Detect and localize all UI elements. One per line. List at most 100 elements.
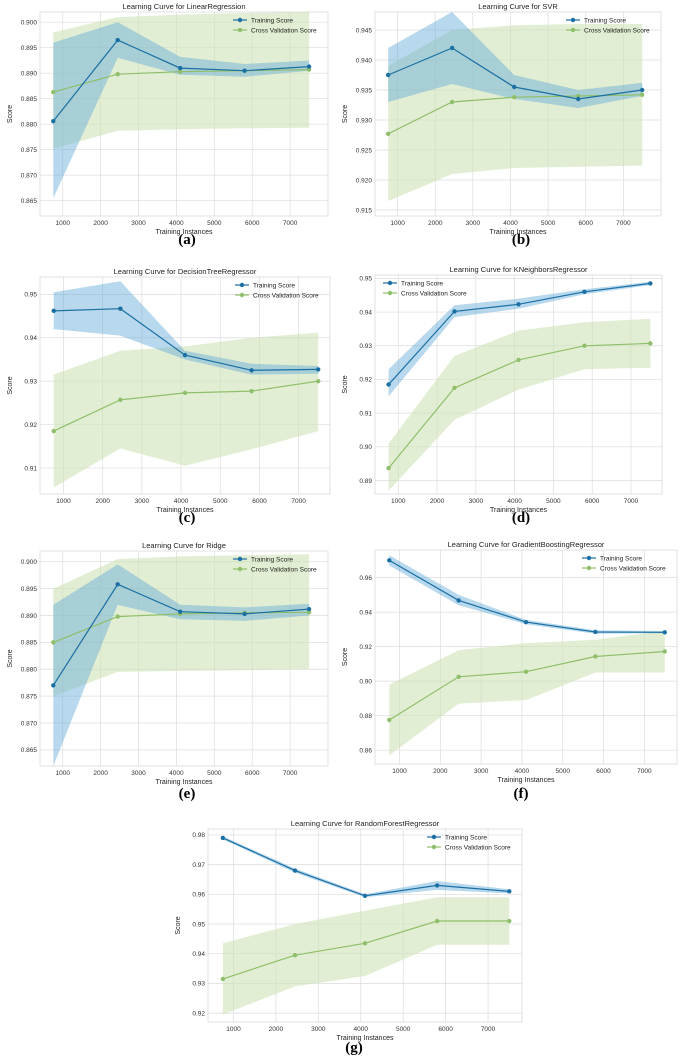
y-tick-label: 0.92 (192, 1010, 205, 1017)
y-tick-label: 0.92 (24, 422, 37, 429)
x-tick-label: 5000 (546, 498, 561, 505)
cross-validation-point (523, 669, 529, 674)
x-tick-label: 4000 (503, 220, 518, 227)
y-axis-label: Score (342, 375, 349, 393)
training-point (362, 893, 368, 899)
legend-cross-validation-marker (239, 292, 245, 298)
legend-training-label: Training Score (401, 280, 443, 287)
plot-content (220, 835, 512, 1015)
y-tick-label: 0.890 (21, 613, 38, 620)
x-tick-label: 2000 (269, 1026, 284, 1033)
plot-content (386, 281, 653, 491)
training-point (516, 302, 521, 307)
legend-cross-validation-marker (387, 290, 393, 296)
training-point (182, 352, 188, 358)
chart-title: Learning Curve for SVR (478, 2, 558, 11)
legend-training-label: Training Score (251, 17, 293, 24)
y-tick-label: 0.91 (359, 410, 372, 417)
cross-validation-band (389, 630, 665, 756)
legend-cross-validation-marker (431, 844, 437, 850)
y-tick-label: 0.920 (356, 177, 373, 184)
x-tick-label: 6000 (596, 768, 611, 775)
x-tick-label: 2000 (433, 768, 448, 775)
x-tick-label: 1000 (226, 1026, 241, 1033)
legend-cross-validation-marker (237, 566, 243, 572)
legend-cross-validation-label: Cross Validation Score (251, 566, 317, 573)
cross-validation-band (53, 12, 310, 149)
training-point (662, 630, 667, 635)
x-tick-label: 3000 (474, 768, 489, 775)
x-tick-label: 4000 (169, 770, 184, 777)
x-tick-label: 4000 (354, 1026, 369, 1033)
training-point (242, 611, 247, 617)
x-tick-label: 2000 (428, 220, 443, 227)
chart-a: 1000 2000 3000 4000 5000 6000 7000 0.865 0.870 0.… (7, 2, 329, 236)
x-axis-label: Training Instances (498, 777, 555, 784)
cross-validation-point (639, 92, 645, 98)
legend-training-label: Training Score (251, 556, 293, 563)
y-tick-label: 0.935 (356, 87, 373, 94)
y-axis-label: Score (7, 376, 14, 394)
legend: Training Score Cross Validation Score (233, 17, 317, 34)
legend-training-label: Training Score (600, 555, 642, 562)
cross-validation-point (449, 99, 455, 105)
y-tick-label: 0.870 (21, 720, 38, 727)
cross-validation-band (388, 318, 651, 491)
y-tick-label: 0.86 (359, 747, 372, 754)
cross-validation-point (387, 717, 392, 723)
training-band (389, 555, 665, 634)
training-point (456, 598, 461, 603)
y-tick-label: 0.875 (21, 147, 38, 154)
legend-training-marker (387, 280, 393, 286)
x-tick-label: 5000 (396, 1026, 411, 1033)
cross-validation-point (516, 357, 521, 363)
y-tick-label: 0.96 (359, 575, 372, 582)
y-tick-label: 0.925 (356, 147, 373, 154)
cross-validation-point (306, 67, 312, 72)
x-tick-label: 5000 (213, 498, 228, 505)
x-tick-label: 1000 (391, 498, 406, 505)
y-axis-label: Score (342, 105, 349, 123)
chart-d: 1000 2000 3000 4000 5000 6000 7000 0.89 0.90 0.91… (342, 265, 663, 514)
cross-validation-point (507, 918, 512, 924)
x-tick-label: 6000 (245, 770, 260, 777)
x-tick-label: 4000 (169, 220, 184, 227)
y-tick-label: 0.93 (24, 378, 37, 385)
x-tick-label: 2000 (93, 770, 108, 777)
cross-validation-point (182, 390, 188, 396)
x-tick-label: 1000 (56, 498, 71, 505)
x-tick-label: 6000 (585, 498, 600, 505)
training-point (385, 72, 391, 78)
x-tick-label: 2000 (93, 220, 108, 227)
chart-title: Learning Curve for DecisionTreeRegressor (114, 267, 257, 276)
legend-cross-validation-marker (586, 565, 592, 571)
chart-title: Learning Curve for GradientBoostingRegre… (448, 540, 605, 549)
chart-b: 1000 2000 3000 4000 5000 6000 7000 0.915 0.920 0.… (342, 2, 662, 236)
training-band (222, 836, 510, 898)
y-tick-label: 0.865 (21, 198, 38, 205)
legend-cross-validation-marker (570, 27, 576, 33)
y-axis-label: Score (7, 105, 14, 123)
training-point (242, 68, 247, 73)
legend-cross-validation-label: Cross Validation Score (600, 565, 666, 572)
x-tick-label: 3000 (131, 770, 146, 777)
y-axis-label: Score (7, 649, 14, 667)
training-point (452, 309, 457, 314)
y-tick-label: 0.92 (359, 377, 372, 384)
y-tick-label: 0.89 (359, 478, 372, 485)
x-axis-label: Training Instances (490, 229, 547, 236)
x-tick-label: 7000 (481, 1026, 496, 1033)
y-tick-label: 0.90 (359, 444, 372, 451)
x-tick-label: 3000 (135, 498, 150, 505)
training-point (449, 45, 455, 51)
cross-validation-point (292, 952, 298, 958)
legend-training-label: Training Score (445, 834, 487, 841)
training-point (115, 37, 120, 43)
training-point (51, 683, 56, 688)
cross-validation-point (385, 131, 391, 136)
panel-label-g: (g) (345, 1040, 363, 1056)
y-tick-label: 0.93 (192, 981, 205, 988)
y-tick-label: 0.98 (192, 832, 205, 839)
x-tick-label: 7000 (291, 498, 306, 505)
x-tick-label: 1000 (56, 220, 71, 227)
